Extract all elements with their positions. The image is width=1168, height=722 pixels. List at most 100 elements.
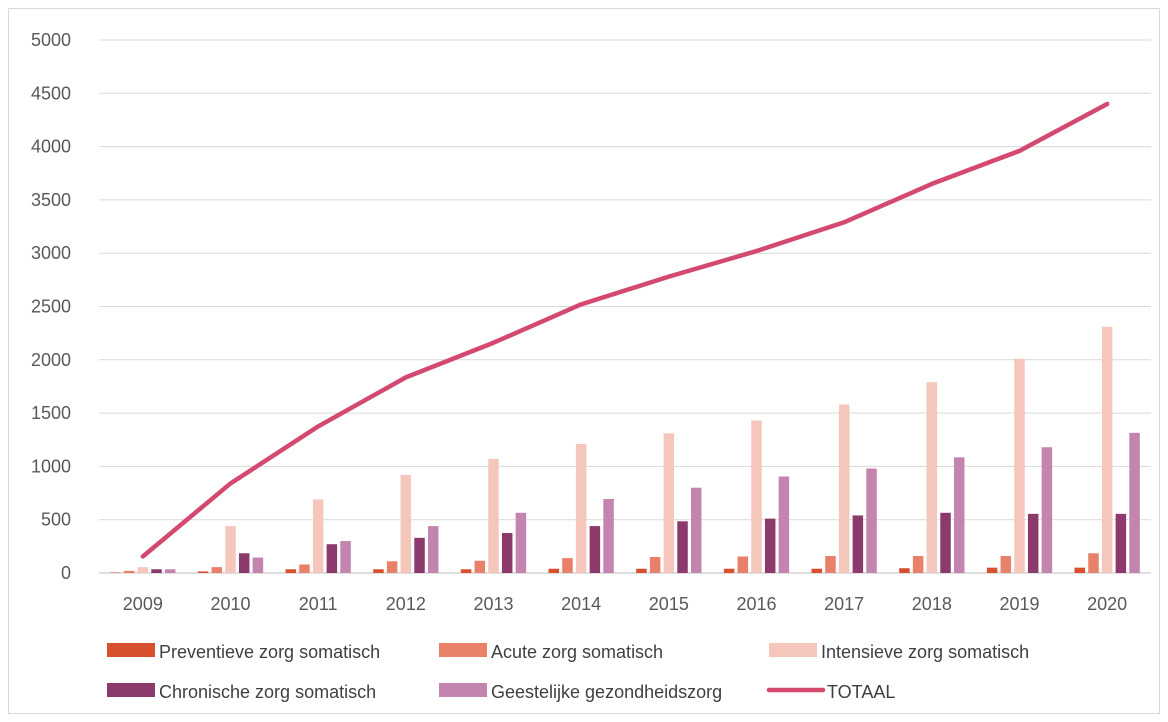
- bar-preventieve-zorg-somatisch-2010: [197, 571, 209, 573]
- bar-chronische-zorg-somatisch-2011: [326, 544, 338, 573]
- bar-preventieve-zorg-somatisch-2019: [986, 567, 998, 573]
- y-tick-label: 2000: [31, 350, 71, 370]
- y-tick-label: 4000: [31, 137, 71, 157]
- bar-acute-zorg-somatisch-2009: [123, 570, 135, 573]
- bar-intensieve-zorg-somatisch-2016: [751, 420, 762, 573]
- bar-geestelijke-gezondheidszorg-2014: [603, 498, 614, 573]
- bar-preventieve-zorg-somatisch-2013: [460, 569, 472, 573]
- legend-label-intensieve-zorg-somatisch: Intensieve zorg somatisch: [821, 642, 1029, 662]
- bar-chronische-zorg-somatisch-2018: [940, 512, 951, 573]
- bar-preventieve-zorg-somatisch-2011: [285, 569, 297, 573]
- bar-chronische-zorg-somatisch-2016: [764, 518, 776, 573]
- y-tick-label: 3500: [31, 190, 71, 210]
- bar-acute-zorg-somatisch-2018: [912, 555, 924, 573]
- bar-chronische-zorg-somatisch-2013: [501, 533, 513, 573]
- bar-acute-zorg-somatisch-2020: [1088, 553, 1099, 573]
- bar-chronische-zorg-somatisch-2020: [1115, 513, 1127, 573]
- x-tick-label: 2011: [299, 594, 338, 614]
- bar-chronische-zorg-somatisch-2015: [677, 521, 688, 573]
- y-tick-label: 4500: [31, 83, 71, 103]
- bar-chronische-zorg-somatisch-2010: [238, 553, 250, 573]
- bar-preventieve-zorg-somatisch-2014: [548, 568, 560, 573]
- bar-intensieve-zorg-somatisch-2015: [663, 433, 675, 573]
- bar-intensieve-zorg-somatisch-2019: [1014, 358, 1025, 573]
- y-tick-label: 5000: [31, 30, 71, 50]
- bar-acute-zorg-somatisch-2012: [386, 561, 398, 573]
- bars: [110, 326, 1140, 573]
- bar-intensieve-zorg-somatisch-2012: [400, 474, 412, 573]
- bar-preventieve-zorg-somatisch-2016: [723, 568, 735, 573]
- bar-geestelijke-gezondheidszorg-2020: [1129, 432, 1140, 573]
- bar-chronische-zorg-somatisch-2019: [1027, 513, 1039, 573]
- chart-frame: 0 500 1000 1500 2000 2500 3000 3500 4000 4500 5000…: [8, 8, 1160, 714]
- legend-swatch-acute-zorg-somatisch: [439, 643, 487, 657]
- total-line: [140, 101, 1110, 559]
- bar-chronische-zorg-somatisch-2009: [151, 569, 162, 573]
- bar-preventieve-zorg-somatisch-2009: [110, 572, 121, 573]
- bar-intensieve-zorg-somatisch-2020: [1101, 326, 1113, 573]
- legend-swatch-geestelijke-gezondheidszorg: [439, 683, 487, 697]
- legend-label-preventieve-zorg-somatisch: Preventieve zorg somatisch: [159, 642, 380, 662]
- legend-swatch-preventieve-zorg-somatisch: [107, 643, 155, 657]
- bar-intensieve-zorg-somatisch-2010: [225, 526, 236, 573]
- x-tick-label: 2020: [1087, 594, 1127, 614]
- x-tick-label: 2014: [561, 594, 601, 614]
- bar-chronische-zorg-somatisch-2014: [589, 526, 601, 573]
- bar-preventieve-zorg-somatisch-2020: [1074, 567, 1086, 573]
- y-axis-tick-labels: 0 500 1000 1500 2000 2500 3000 3500 4000 4500 5000: [31, 30, 71, 583]
- x-tick-label: 2015: [649, 594, 689, 614]
- bar-geestelijke-gezondheidszorg-2016: [778, 476, 790, 573]
- bar-acute-zorg-somatisch-2010: [211, 567, 223, 573]
- x-tick-label: 2016: [736, 594, 776, 614]
- legend-swatch-chronische-zorg-somatisch: [107, 683, 155, 697]
- y-tick-label: 0: [61, 563, 71, 583]
- gridlines: [99, 39, 1151, 574]
- bar-preventieve-zorg-somatisch-2018: [899, 568, 910, 573]
- x-tick-label: 2012: [386, 594, 426, 614]
- x-tick-label: 2010: [210, 594, 250, 614]
- bar-chronische-zorg-somatisch-2012: [414, 537, 425, 573]
- x-axis-tick-labels: 2009 2010 2011 2012 2013 2014 2015 2016 2017 2018…: [123, 594, 1127, 614]
- bar-intensieve-zorg-somatisch-2018: [926, 382, 938, 573]
- legend-label-chronische-zorg-somatisch: Chronische zorg somatisch: [159, 682, 376, 702]
- bar-chronische-zorg-somatisch-2017: [852, 515, 864, 573]
- legend-label-acute-zorg-somatisch: Acute zorg somatisch: [491, 642, 663, 662]
- bar-intensieve-zorg-somatisch-2011: [312, 499, 324, 573]
- legend-swatch-intensieve-zorg-somatisch: [769, 643, 817, 657]
- bar-acute-zorg-somatisch-2013: [474, 560, 486, 573]
- bar-geestelijke-gezondheidszorg-2013: [515, 512, 527, 573]
- y-tick-label: 3000: [31, 243, 71, 263]
- bar-preventieve-zorg-somatisch-2017: [811, 568, 823, 573]
- x-tick-label: 2019: [999, 594, 1039, 614]
- bar-preventieve-zorg-somatisch-2012: [373, 569, 384, 573]
- x-tick-label: 2013: [473, 594, 513, 614]
- legend-label-totaal: TOTAAL: [827, 682, 895, 702]
- x-tick-label: 2009: [123, 594, 163, 614]
- legend-label-geestelijke-gezondheidszorg: Geestelijke gezondheidszorg: [491, 682, 722, 702]
- x-tick-label: 2017: [824, 594, 864, 614]
- legend: Preventieve zorg somatisch Acute zorg som…: [107, 642, 1029, 702]
- y-tick-label: 1000: [31, 456, 71, 476]
- bar-acute-zorg-somatisch-2011: [299, 564, 310, 573]
- bar-acute-zorg-somatisch-2014: [562, 558, 573, 573]
- chart-svg: 0 500 1000 1500 2000 2500 3000 3500 4000 4500 5000…: [31, 30, 1151, 702]
- y-tick-label: 2500: [31, 297, 71, 317]
- bar-geestelijke-gezondheidszorg-2017: [866, 468, 877, 573]
- bar-intensieve-zorg-somatisch-2009: [137, 567, 149, 573]
- bar-acute-zorg-somatisch-2017: [825, 555, 836, 573]
- bar-intensieve-zorg-somatisch-2014: [575, 444, 587, 573]
- bar-geestelijke-gezondheidszorg-2010: [252, 557, 264, 573]
- bar-geestelijke-gezondheidszorg-2015: [690, 487, 702, 573]
- bar-intensieve-zorg-somatisch-2013: [488, 458, 499, 573]
- bar-acute-zorg-somatisch-2016: [737, 556, 749, 573]
- bar-geestelijke-gezondheidszorg-2012: [427, 526, 439, 573]
- total-line-layer: [140, 101, 1110, 559]
- bar-acute-zorg-somatisch-2019: [1000, 555, 1012, 573]
- bar-geestelijke-gezondheidszorg-2011: [340, 541, 351, 573]
- y-tick-label: 1500: [31, 403, 71, 423]
- bar-intensieve-zorg-somatisch-2017: [838, 404, 850, 573]
- bar-acute-zorg-somatisch-2015: [649, 557, 661, 573]
- bar-geestelijke-gezondheidszorg-2009: [164, 569, 176, 573]
- bar-geestelijke-gezondheidszorg-2018: [953, 457, 965, 573]
- bar-preventieve-zorg-somatisch-2015: [636, 568, 647, 573]
